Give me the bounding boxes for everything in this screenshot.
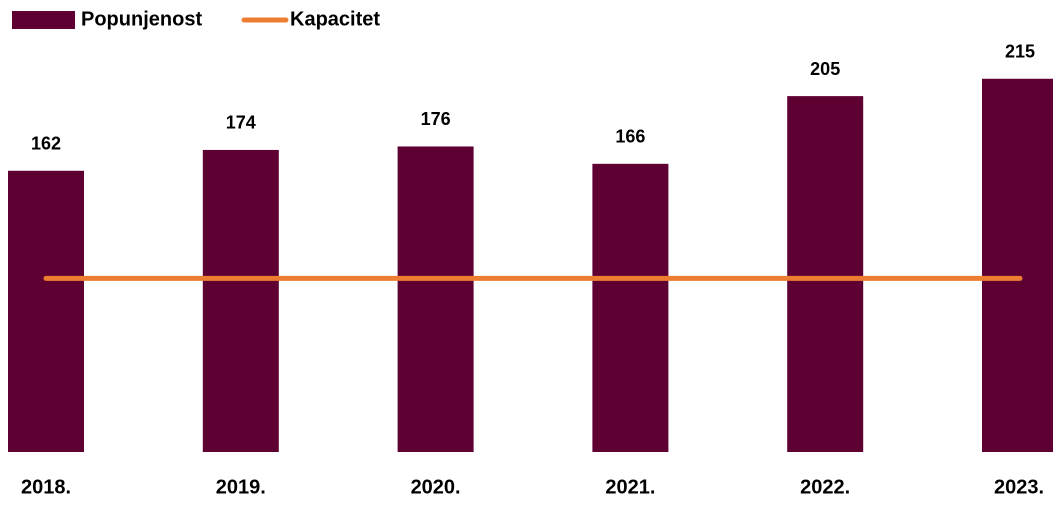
data-label: 205 [810,59,840,79]
legend-swatch [12,11,75,29]
x-tick-label: 2020. [411,476,461,498]
legend: Popunjenost Kapacitet [12,8,380,30]
data-label: 162 [31,134,61,154]
bar [397,146,474,453]
bar [982,78,1053,452]
bar [202,149,279,452]
x-tick-label: 2022. [800,476,850,498]
bar [787,96,864,453]
bar [592,163,669,452]
x-tick-label: 2021. [605,476,655,498]
x-tick-label: 2023. [994,476,1044,498]
data-label: 166 [615,127,645,147]
x-tick-label: 2019. [216,476,266,498]
bar [8,170,84,452]
data-label: 174 [226,113,256,133]
x-tick-label: 2018. [21,476,71,498]
legend-label: Kapacitet [290,8,380,30]
data-label: 176 [421,109,451,129]
data-label: 215 [1005,42,1035,62]
legend-label: Popunjenost [81,8,202,30]
